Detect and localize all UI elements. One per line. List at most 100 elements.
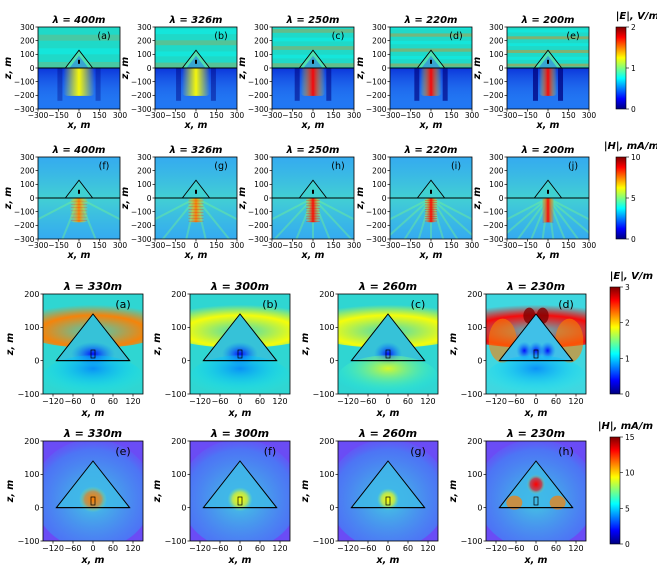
y-tick-label: 300 — [137, 153, 152, 162]
x-tick-label: 0 — [429, 241, 434, 250]
x-tick-label: −150 — [400, 241, 421, 250]
y-tick-label: 0 — [382, 194, 387, 203]
field-beam — [182, 68, 210, 96]
object-marker — [195, 189, 197, 194]
y-tick-label: 300 — [20, 23, 35, 32]
x-tick-label: 60 — [255, 397, 265, 406]
x-tick-label: 150 — [444, 111, 459, 120]
panel-title: λ = 326m — [169, 145, 223, 156]
x-tick-label: −300 — [497, 241, 518, 250]
panel-label: (c) — [411, 298, 426, 311]
field-beam — [424, 196, 438, 223]
colorbar-tick-label: 3 — [625, 283, 630, 292]
x-tick-label: 60 — [255, 544, 265, 553]
y-tick-label: 300 — [372, 23, 387, 32]
y-axis-label: z, m — [120, 187, 131, 210]
x-tick-label: 0 — [385, 544, 390, 553]
y-tick-label: 200 — [467, 437, 482, 446]
x-tick-label: −300 — [380, 241, 401, 250]
object-marker — [195, 59, 197, 64]
colorbar-gradient — [615, 156, 627, 240]
heatmap-panel-1-1: λ = 326m(g)−300 −150 0 150 3003002001000−100… — [120, 145, 244, 261]
y-tick-label: −100 — [18, 537, 40, 546]
y-tick-label: 100 — [137, 180, 152, 189]
colorbar-tick-label: 10 — [631, 153, 641, 162]
y-tick-label: −300 — [366, 235, 387, 244]
colorbar-label: |E|, V/m — [610, 271, 653, 282]
y-tick-label: −100 — [165, 537, 187, 546]
y-tick-label: −300 — [14, 235, 35, 244]
y-tick-label: −300 — [483, 105, 504, 114]
x-tick-label: 300 — [582, 111, 597, 120]
x-axis-label: x, m — [81, 408, 105, 419]
x-tick-label: −300 — [262, 241, 283, 250]
y-tick-label: −200 — [131, 221, 152, 230]
y-tick-label: 100 — [254, 180, 269, 189]
x-tick-label: −60 — [212, 544, 229, 553]
panel-title: λ = 200m — [521, 15, 575, 26]
y-tick-label: −100 — [483, 207, 504, 216]
x-tick-label: −150 — [165, 111, 186, 120]
colorbar-gradient — [609, 436, 621, 545]
x-axis-label: x, m — [228, 555, 252, 566]
x-axis-label: x, m — [419, 250, 443, 261]
y-tick-label: −200 — [248, 221, 269, 230]
field-ray — [507, 197, 549, 221]
x-tick-label: −150 — [400, 111, 421, 120]
field-ray — [547, 197, 589, 235]
y-tick-label: 0 — [181, 503, 186, 512]
y-tick-label: 200 — [372, 166, 387, 175]
field-minimum — [539, 341, 556, 360]
y-tick-label: −100 — [131, 207, 152, 216]
y-tick-label: 200 — [489, 36, 504, 45]
panel-title: λ = 230m — [506, 280, 565, 293]
panel-title: λ = 250m — [286, 145, 340, 156]
field-ray — [430, 197, 472, 237]
field-ray — [547, 197, 589, 221]
colorbar-tick-label: 2 — [625, 319, 630, 328]
y-tick-label: 100 — [319, 323, 334, 332]
y-tick-label: −300 — [366, 105, 387, 114]
x-tick-label: 0 — [90, 397, 95, 406]
panel-label: (b) — [214, 31, 227, 42]
y-tick-label: −200 — [483, 91, 504, 100]
x-tick-label: 150 — [92, 111, 107, 120]
y-tick-label: −300 — [131, 105, 152, 114]
object-marker — [547, 189, 549, 194]
y-tick-label: 300 — [254, 23, 269, 32]
x-tick-label: 150 — [561, 241, 576, 250]
x-tick-label: 150 — [444, 241, 459, 250]
y-tick-label: 0 — [30, 194, 35, 203]
y-tick-label: 200 — [137, 166, 152, 175]
field-beam — [63, 68, 95, 96]
y-axis-label: z, m — [237, 57, 248, 80]
heatmap-panel-2-1: λ = 300m (b) −120 −60 0 60 120 200 100 0 −100 x, m z… — [152, 280, 291, 419]
y-axis-label: z, m — [300, 480, 311, 503]
y-tick-label: −100 — [14, 207, 35, 216]
field-ray — [38, 197, 80, 221]
x-tick-label: −60 — [360, 544, 377, 553]
y-axis-label: z, m — [448, 333, 459, 356]
field-flank — [558, 68, 564, 101]
x-tick-label: 120 — [420, 544, 435, 553]
y-tick-label: −100 — [483, 77, 504, 86]
field-lower — [486, 355, 586, 394]
x-axis-label: x, m — [184, 250, 208, 261]
object-marker — [430, 189, 432, 194]
field-ray — [312, 197, 354, 221]
panel-label: (h) — [331, 161, 344, 172]
panel-title: λ = 220m — [404, 15, 458, 26]
field-hotspot — [526, 474, 546, 495]
colorbar-tick-label: 1 — [625, 354, 630, 363]
x-axis-label: x, m — [419, 120, 443, 131]
x-tick-label: 300 — [347, 111, 362, 120]
x-tick-label: −60 — [212, 397, 229, 406]
colorbar-tick-label: 2 — [631, 23, 636, 32]
y-tick-label: −100 — [248, 207, 269, 216]
y-tick-label: 200 — [24, 290, 39, 299]
y-tick-label: 0 — [329, 356, 334, 365]
x-tick-label: −120 — [337, 397, 359, 406]
interference-band — [507, 29, 589, 33]
x-tick-label: −300 — [380, 111, 401, 120]
y-tick-label: −100 — [366, 77, 387, 86]
